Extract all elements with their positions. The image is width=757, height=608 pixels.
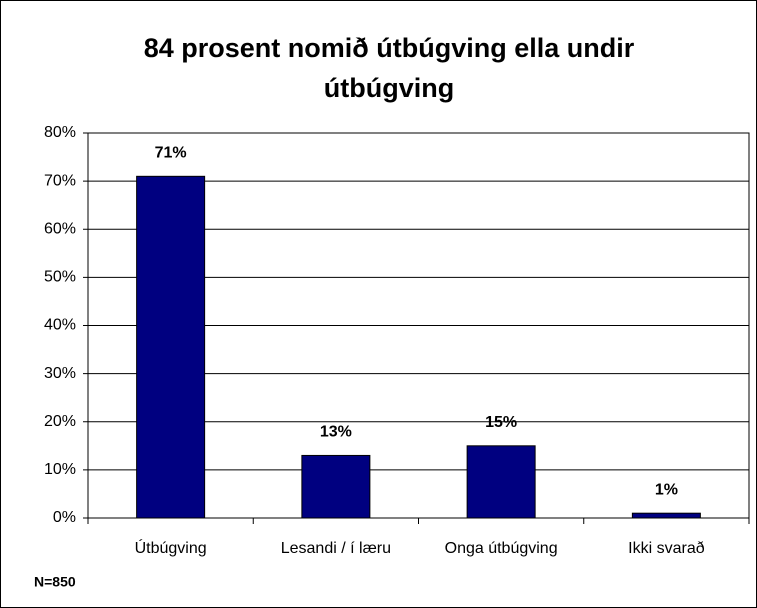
data-label: 1% [655, 481, 678, 498]
bar [631, 512, 701, 519]
x-tick-label: Ikki svarað [628, 540, 705, 557]
x-tick-label: Lesandi / í læru [281, 540, 391, 557]
y-tick-label: 20% [44, 413, 76, 430]
bar [466, 445, 536, 519]
bar [301, 454, 371, 519]
y-tick-label: 50% [44, 269, 76, 286]
data-label: 71% [155, 145, 187, 162]
y-tick-label: 80% [44, 124, 76, 141]
data-label: 15% [485, 414, 517, 431]
footnote: N=850 [34, 574, 76, 590]
x-tick-label: Onga útbúgving [445, 540, 558, 557]
data-label: 13% [320, 424, 352, 441]
y-tick-label: 70% [44, 172, 76, 189]
y-tick-label: 0% [53, 509, 76, 526]
y-tick-label: 30% [44, 365, 76, 382]
x-tick-label: Útbúgving [135, 538, 207, 557]
y-tick-label: 40% [44, 317, 76, 334]
y-tick-label: 60% [44, 220, 76, 237]
bar [136, 175, 206, 519]
y-tick-label: 10% [44, 461, 76, 478]
chart-title: 84 prosent nomið útbúgving ella undir út… [143, 33, 635, 103]
